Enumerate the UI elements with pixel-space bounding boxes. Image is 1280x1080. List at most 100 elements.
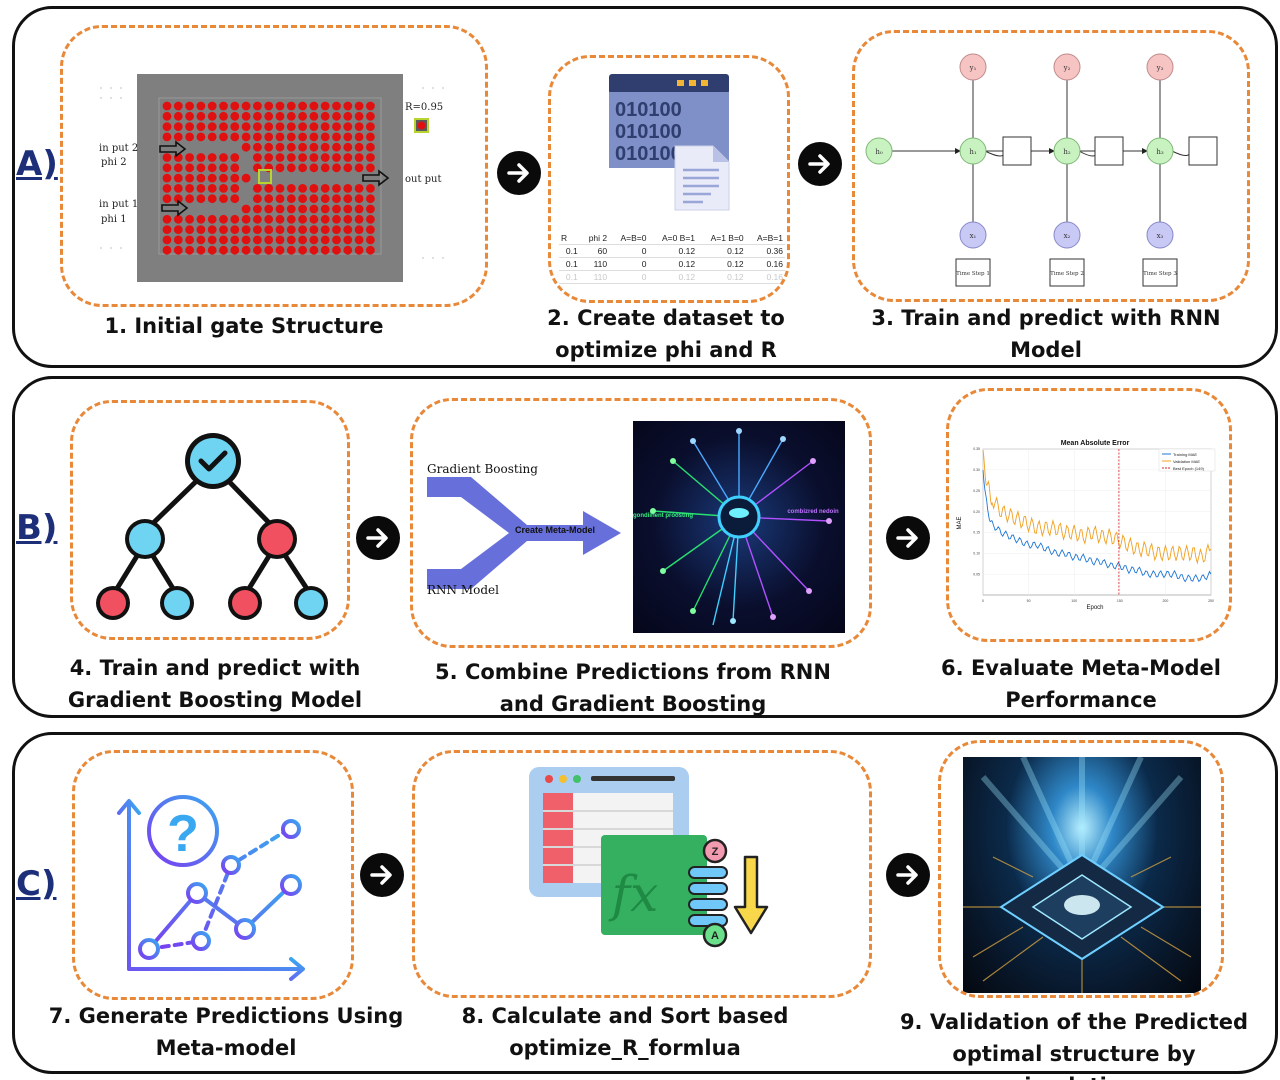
rod [264, 235, 274, 245]
legend-label: Best Epoch (149) [1173, 466, 1205, 471]
rod [241, 132, 251, 142]
rod [354, 111, 364, 121]
rod [185, 153, 194, 162]
rod [343, 235, 353, 245]
rod [309, 132, 319, 142]
rod [253, 142, 262, 152]
rod [173, 163, 183, 173]
rod [185, 122, 194, 131]
rod [286, 225, 296, 235]
tree-root-node [185, 433, 241, 489]
create-meta-model-label: Create Meta-Model [515, 525, 595, 535]
rod [219, 184, 228, 193]
sort-z-badge [702, 838, 728, 864]
rod [196, 101, 206, 111]
rod [332, 101, 341, 111]
rod [173, 194, 183, 204]
question-mark-icon: ? [167, 805, 199, 863]
input1-label: in put 1 [99, 199, 138, 210]
rod [298, 245, 307, 255]
rod [320, 225, 330, 235]
step7-caption: 7. Generate Predictions Using Meta-model [40, 1000, 412, 1064]
rod [343, 111, 353, 121]
rod [207, 163, 217, 173]
rod [162, 245, 172, 255]
function-card [601, 835, 707, 935]
rnn-output-label: y₁ [969, 64, 977, 72]
rod [320, 153, 330, 162]
rod [332, 153, 341, 162]
sort-stack: Z A [688, 838, 769, 948]
rod [332, 111, 341, 121]
rod [241, 245, 251, 255]
rod [275, 245, 285, 255]
central-hub-glow [729, 508, 749, 518]
time-step-box [1049, 258, 1085, 287]
rod [264, 184, 274, 193]
rod [354, 194, 364, 204]
rod [298, 101, 307, 111]
chart-series [982, 449, 1212, 595]
rod [219, 101, 228, 111]
rod [264, 225, 274, 235]
rod [343, 142, 353, 152]
rod [253, 122, 262, 131]
tree-leaf-blue [164, 590, 190, 616]
rod [286, 245, 296, 255]
rod [185, 245, 194, 255]
table-cell: 0.12 [697, 270, 746, 284]
rod [275, 235, 285, 245]
rod [241, 122, 251, 131]
step6-caption-line2: Performance [1005, 688, 1157, 712]
step1-caption: 1. Initial gate Structure [104, 314, 384, 338]
rod [162, 173, 172, 183]
binary-digits: 010100 [615, 143, 682, 165]
rod [207, 122, 217, 131]
rnn-cell-box [1188, 136, 1218, 166]
rod [354, 163, 364, 173]
server-light [701, 80, 708, 86]
rod [185, 214, 194, 224]
rod [162, 163, 172, 173]
x-axis-arrow [127, 957, 305, 981]
rod [241, 214, 251, 224]
panel-rnn-diagram: y₁ y₂ y₃ h₀ h₁ h₂ h₃ x₁ x₂ x₃ Time Step … [852, 30, 1250, 302]
sort-a-letter: A [711, 930, 719, 942]
rod [196, 111, 206, 121]
rod [173, 173, 183, 183]
rod [241, 204, 251, 214]
rod [298, 153, 307, 162]
rod [173, 235, 183, 245]
table-row: 0.1 110 0 0.12 0.12 0.16 [559, 257, 785, 271]
rod [343, 225, 353, 235]
panel-dataset: 010100 010100 010100 R phi 2 A=B=0 A=0 B… [548, 55, 790, 303]
rod [309, 245, 319, 255]
y-axis-arrow [117, 799, 141, 971]
rod [286, 101, 296, 111]
arrow-right-icon [886, 853, 930, 897]
rod [253, 184, 262, 193]
chip-simulation-image [963, 755, 1201, 993]
rod [309, 163, 319, 173]
rod [207, 132, 217, 142]
rod [354, 214, 364, 224]
rod [241, 142, 251, 152]
time-step-label: Time Step 3 [1143, 271, 1177, 277]
neural-network-illustration: gondiinent proosting combizred nedoin [633, 428, 839, 626]
rod [173, 184, 183, 193]
rod [366, 153, 375, 162]
rod [286, 204, 296, 214]
rod [207, 111, 217, 121]
rod [309, 142, 319, 152]
rod [354, 142, 364, 152]
rod [275, 153, 285, 162]
spreadsheet-sort-icon: fx Z A [529, 767, 769, 948]
panel-generate-predictions: ? [72, 750, 354, 1000]
arrow-right-icon [497, 151, 541, 195]
rod [275, 111, 285, 121]
rod [354, 245, 364, 255]
rod [196, 235, 206, 245]
gate-structure-figure: in put 2 phi 2 in put 1 phi 1 out put R=… [99, 74, 444, 282]
rnn-hidden-label: h₀ [875, 148, 883, 156]
window-title-bar [591, 776, 675, 781]
